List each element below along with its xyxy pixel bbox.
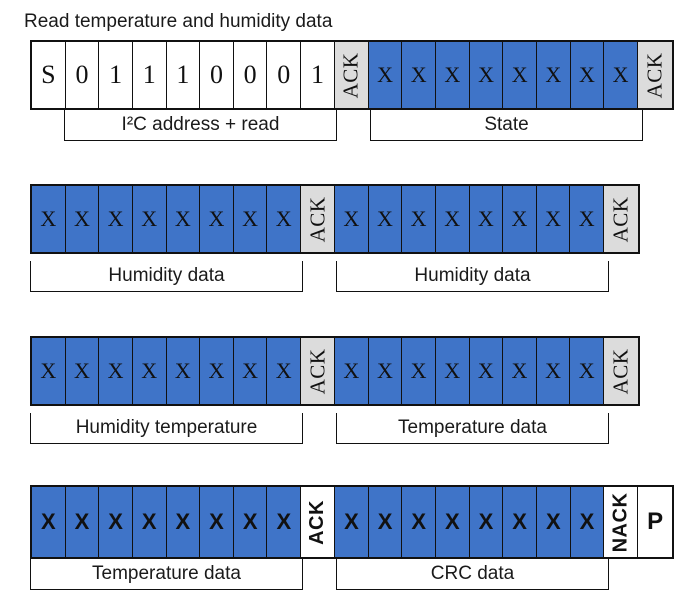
ack-cell: ACK xyxy=(301,186,335,252)
bit-cell: 0 xyxy=(200,42,234,108)
ack-label: ACK xyxy=(305,196,329,242)
data-bit-cell: X xyxy=(503,42,537,108)
data-bit-cell: X xyxy=(536,487,571,557)
data-bit-cell: X xyxy=(570,338,604,404)
data-bit-cell: X xyxy=(267,338,301,404)
data-bit-cell: X xyxy=(132,487,167,557)
ack-cell: ACK xyxy=(301,487,336,557)
bit-cell: 0 xyxy=(233,42,268,108)
data-bit-cell: X xyxy=(132,338,167,404)
data-bit-cell: X xyxy=(368,186,403,252)
address-read-label: I²C address + read xyxy=(64,110,337,141)
sequence-row-1: S 0 1 1 1 0 0 0 1 ACK X X X X X X X X AC… xyxy=(30,40,674,110)
data-bit-cell: X xyxy=(65,338,100,404)
sequence-row-2: X X X X X X X X ACK X X X X X X X X ACK xyxy=(30,184,640,254)
data-bit-cell: X xyxy=(267,487,302,557)
ack-label: ACK xyxy=(608,348,633,394)
bit-cell: 0 xyxy=(65,42,100,108)
bit-cell: 1 xyxy=(301,42,335,108)
data-bit-cell: X xyxy=(570,42,605,108)
data-bit-cell: X xyxy=(200,487,234,557)
data-bit-cell: X xyxy=(604,42,638,108)
data-bit-cell: X xyxy=(469,487,504,557)
data-bit-cell: X xyxy=(469,186,504,252)
data-bit-cell: X xyxy=(335,186,369,252)
data-bit-cell: X xyxy=(570,487,605,557)
data-bit-cell: X xyxy=(99,338,133,404)
data-bit-cell: X xyxy=(233,338,268,404)
sequence-row-3: X X X X X X X X ACK X X X X X X X X ACK xyxy=(30,336,640,406)
ack-label: ACK xyxy=(608,196,633,242)
bit-cell: 1 xyxy=(99,42,133,108)
data-bit-cell: X xyxy=(536,42,571,108)
data-bit-cell: X xyxy=(32,186,66,252)
ack-label: ACK xyxy=(642,52,667,98)
temperature-data-label: Temperature data xyxy=(336,413,609,444)
data-bit-cell: X xyxy=(132,186,167,252)
data-bit-cell: X xyxy=(166,338,201,404)
temperature-data-label: Temperature data xyxy=(30,559,303,590)
humidity-data-label: Humidity data xyxy=(30,261,303,292)
data-bit-cell: X xyxy=(65,186,100,252)
nack-cell: NACK xyxy=(604,487,639,557)
data-bit-cell: X xyxy=(436,42,470,108)
data-bit-cell: X xyxy=(99,186,133,252)
ack-cell: ACK xyxy=(604,186,638,252)
data-bit-cell: X xyxy=(435,186,470,252)
data-bit-cell: X xyxy=(503,487,537,557)
data-bit-cell: X xyxy=(368,42,403,108)
data-bit-cell: X xyxy=(469,42,504,108)
data-bit-cell: X xyxy=(436,487,470,557)
data-bit-cell: X xyxy=(536,186,571,252)
data-bit-cell: X xyxy=(503,338,537,404)
bit-cell: 1 xyxy=(132,42,167,108)
data-bit-cell: X xyxy=(233,487,268,557)
crc-data-label: CRC data xyxy=(336,559,609,590)
ack-cell: ACK xyxy=(637,42,672,108)
data-bit-cell: X xyxy=(570,186,604,252)
data-bit-cell: X xyxy=(267,186,301,252)
ack-cell: ACK xyxy=(301,338,335,404)
data-bit-cell: X xyxy=(65,487,100,557)
data-bit-cell: X xyxy=(536,338,571,404)
data-bit-cell: X xyxy=(335,338,369,404)
nack-label: NACK xyxy=(609,492,632,552)
ack-label: ACK xyxy=(305,348,329,394)
bit-cell: 0 xyxy=(267,42,302,108)
data-bit-cell: X xyxy=(166,186,201,252)
data-bit-cell: X xyxy=(166,487,201,557)
data-bit-cell: X xyxy=(402,487,437,557)
ack-cell: ACK xyxy=(604,338,638,404)
stop-cell: P xyxy=(638,487,672,557)
diagram-title: Read temperature and humidity data xyxy=(24,11,333,32)
state-label: State xyxy=(370,110,643,141)
data-bit-cell: X xyxy=(503,186,537,252)
data-bit-cell: X xyxy=(469,338,504,404)
sequence-row-4: X X X X X X X X ACK X X X X X X X X NACK… xyxy=(30,485,674,559)
bit-cell: 1 xyxy=(166,42,201,108)
ack-label: ACK xyxy=(338,52,363,98)
data-bit-cell: X xyxy=(335,487,369,557)
data-bit-cell: X xyxy=(99,487,133,557)
data-bit-cell: X xyxy=(402,338,436,404)
data-bit-cell: X xyxy=(435,338,470,404)
data-bit-cell: X xyxy=(200,338,234,404)
humidity-data-label: Humidity data xyxy=(336,261,609,292)
ack-label: ACK xyxy=(306,499,329,545)
ack-cell: ACK xyxy=(334,42,369,108)
bit-cell: S xyxy=(32,42,66,108)
data-bit-cell: X xyxy=(32,338,66,404)
humidity-temperature-label: Humidity temperature xyxy=(30,413,303,444)
data-bit-cell: X xyxy=(32,487,66,557)
data-bit-cell: X xyxy=(233,186,268,252)
data-bit-cell: X xyxy=(200,186,234,252)
data-bit-cell: X xyxy=(368,487,403,557)
data-bit-cell: X xyxy=(368,338,403,404)
data-bit-cell: X xyxy=(402,186,436,252)
data-bit-cell: X xyxy=(402,42,437,108)
